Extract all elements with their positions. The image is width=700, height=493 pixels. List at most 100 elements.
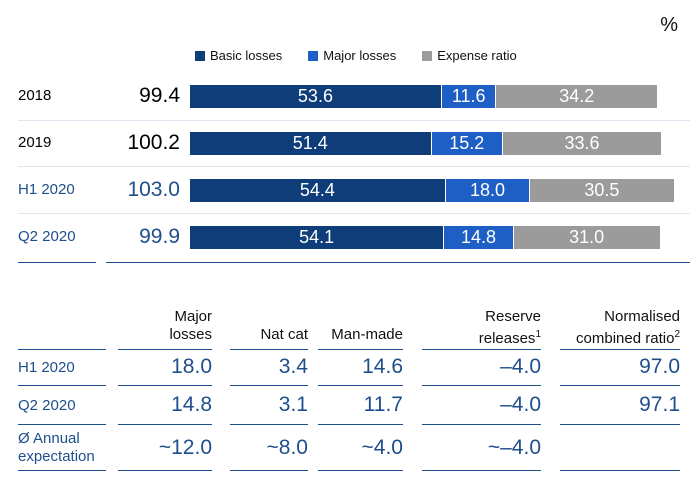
row-divider bbox=[18, 120, 690, 121]
table-rule bbox=[118, 470, 212, 471]
legend-swatch-expense-ratio bbox=[422, 50, 433, 61]
bar-value-label: 15.2 bbox=[449, 133, 485, 153]
table-cell-value: 3.1 bbox=[278, 393, 308, 416]
bar-segment-major-losses: 14.8 bbox=[444, 226, 513, 249]
legend-item-expense-ratio: Expense ratio bbox=[422, 48, 517, 63]
legend-swatch-major-losses bbox=[308, 50, 319, 61]
table-row-label-line: Q2 2020 bbox=[18, 397, 76, 414]
table-rule bbox=[18, 424, 106, 425]
bar-segment-major-losses: 11.6 bbox=[441, 85, 496, 108]
table-rule bbox=[118, 385, 212, 386]
bar-segment-major-losses: 18.0 bbox=[445, 179, 530, 202]
chart-baseline-left bbox=[18, 262, 96, 263]
table-header-line: losses bbox=[169, 326, 212, 343]
chart-baseline bbox=[106, 262, 690, 263]
table-rule bbox=[560, 424, 680, 425]
table-rule bbox=[560, 470, 680, 471]
table-rule bbox=[18, 349, 106, 350]
table-row-label-line: expectation bbox=[18, 448, 95, 465]
bar-segment-basic-losses: 54.4 bbox=[190, 179, 445, 202]
unit-label: % bbox=[660, 14, 678, 36]
chart-legend: Basic losses Major losses Expense ratio bbox=[195, 48, 517, 63]
table-rule bbox=[422, 385, 541, 386]
table-header-line: Normalised bbox=[604, 308, 680, 325]
table-rule bbox=[318, 470, 403, 471]
bar-segment-basic-losses: 51.4 bbox=[190, 132, 431, 155]
bar-value-label: 14.8 bbox=[461, 227, 497, 247]
bar-segment-basic-losses: 53.6 bbox=[190, 85, 441, 108]
table-cell-value: 11.7 bbox=[363, 393, 403, 416]
bar-value-label: 11.6 bbox=[451, 86, 486, 106]
bar-total-label: 99.9 bbox=[139, 225, 180, 248]
bar-value-label: 33.6 bbox=[564, 133, 600, 153]
table-header-line: Major bbox=[174, 308, 212, 325]
table-cell-value: ~12.0 bbox=[158, 436, 212, 459]
footnote-marker: 1 bbox=[535, 329, 541, 340]
table-header-man-made: Man-made bbox=[331, 326, 403, 344]
bar-category-label: 2018 bbox=[18, 87, 52, 104]
table-row-label-line: Ø Annual bbox=[18, 430, 80, 447]
table-header-line: Reserve bbox=[485, 308, 541, 325]
table-rule bbox=[422, 470, 541, 471]
bar-segment-expense-ratio: 30.5 bbox=[530, 179, 674, 202]
bar-value-label: 53.6 bbox=[297, 86, 333, 106]
legend-label-major-losses: Major losses bbox=[323, 48, 397, 63]
footnote-marker: 2 bbox=[674, 329, 680, 340]
table-cell-value: ~–4.0 bbox=[487, 436, 541, 459]
legend-label-basic-losses: Basic losses bbox=[210, 48, 283, 63]
bar-segment-expense-ratio: 33.6 bbox=[503, 132, 661, 155]
table-rule bbox=[18, 385, 106, 386]
bar-value-label: 51.4 bbox=[292, 133, 328, 153]
table-row-label: Q2 2020 bbox=[18, 397, 76, 415]
table-rule bbox=[230, 349, 308, 350]
table-row-label: Ø Annual expectation bbox=[18, 430, 95, 466]
table-rule bbox=[230, 424, 308, 425]
table-rule bbox=[560, 385, 680, 386]
table-header-line: Nat cat bbox=[260, 326, 308, 343]
bar-segment-major-losses: 15.2 bbox=[431, 132, 503, 155]
table-rule bbox=[118, 349, 212, 350]
table-header-line: combined ratio2 bbox=[576, 329, 680, 347]
table-row-label: H1 2020 bbox=[18, 359, 75, 377]
table-header-normalised: Normalised combined ratio2 bbox=[576, 308, 680, 348]
table-cell-value: 14.8 bbox=[171, 393, 212, 416]
table-rule bbox=[230, 385, 308, 386]
legend-label-expense-ratio: Expense ratio bbox=[437, 48, 517, 63]
table-header-line: Man-made bbox=[331, 326, 403, 343]
row-divider bbox=[18, 213, 690, 214]
bar-total-label: 103.0 bbox=[127, 178, 180, 201]
bar-total-label: 99.4 bbox=[139, 84, 180, 107]
bar-value-label: 30.5 bbox=[584, 180, 620, 200]
bar-segment-expense-ratio: 34.2 bbox=[496, 85, 658, 108]
table-rule bbox=[422, 349, 541, 350]
table-cell-value: –4.0 bbox=[500, 355, 541, 378]
table-rule bbox=[18, 470, 106, 471]
table-header-reserve: Reserve releases1 bbox=[479, 308, 541, 348]
table-header-major: Major losses bbox=[169, 308, 212, 344]
bar-value-label: 18.0 bbox=[469, 180, 505, 200]
legend-item-major-losses: Major losses bbox=[308, 48, 396, 63]
table-rule bbox=[230, 470, 308, 471]
bar-category-label: 2019 bbox=[18, 134, 52, 151]
legend-swatch-basic-losses bbox=[195, 50, 205, 61]
bar-segment-expense-ratio: 31.0 bbox=[513, 226, 660, 249]
bar-segment-basic-losses: 54.1 bbox=[190, 226, 444, 249]
table-cell-value: –4.0 bbox=[500, 393, 541, 416]
bar-value-label: 54.1 bbox=[299, 227, 335, 247]
table-rule bbox=[318, 349, 403, 350]
table-cell-value: 18.0 bbox=[171, 355, 212, 378]
bar-value-label: 54.4 bbox=[299, 180, 335, 200]
table-row-label-line: H1 2020 bbox=[18, 359, 75, 376]
bar-category-label: H1 2020 bbox=[18, 181, 75, 198]
table-cell-value: 97.0 bbox=[639, 355, 680, 378]
table-rule bbox=[560, 349, 680, 350]
table-rule bbox=[318, 424, 403, 425]
table-cell-value: 3.4 bbox=[278, 355, 308, 378]
table-rule bbox=[422, 424, 541, 425]
row-divider bbox=[18, 166, 690, 167]
table-cell-value: ~8.0 bbox=[266, 436, 308, 459]
table-rule bbox=[118, 424, 212, 425]
table-header-nat-cat: Nat cat bbox=[260, 326, 308, 344]
bar-total-label: 100.2 bbox=[127, 131, 180, 154]
table-rule bbox=[318, 385, 403, 386]
